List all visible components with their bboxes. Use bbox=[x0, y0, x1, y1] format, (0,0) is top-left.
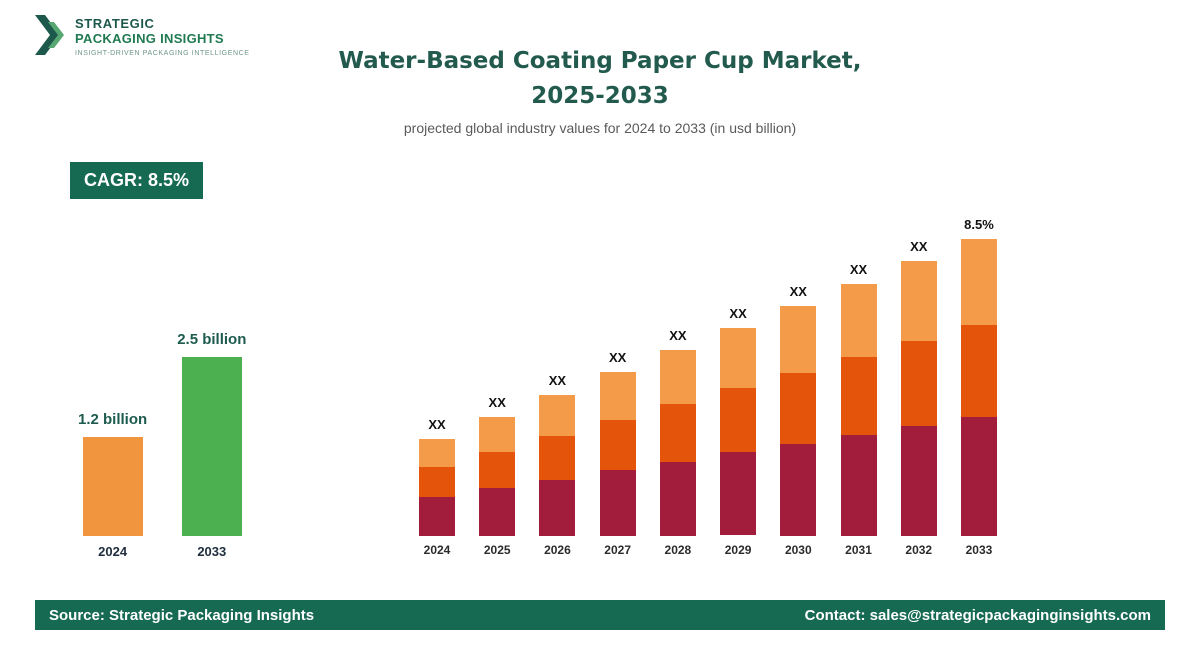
bar-stack-2030 bbox=[780, 306, 817, 536]
stacked-bar-2029: XX 2029 bbox=[720, 306, 757, 558]
bar-segment-middle-segment-2033 bbox=[960, 325, 997, 417]
footer-source: Source: Strategic Packaging Insights bbox=[49, 606, 315, 624]
stacked-bar-2026: XX 2026 bbox=[539, 373, 576, 558]
stacked-bar-2025: XX 2025 bbox=[479, 395, 516, 558]
stacked-bar-2024: XX 2024 bbox=[419, 417, 455, 558]
bar-segment-middle-segment-2031 bbox=[840, 357, 877, 435]
summary-year-label-2024: 2024 bbox=[98, 544, 128, 559]
bar-segment-top-segment-2032 bbox=[900, 261, 937, 341]
stacked-bar-2028: XX 2028 bbox=[659, 328, 696, 558]
bar-top-label-2028: XX bbox=[669, 328, 687, 343]
bar-segment-top-segment-2030 bbox=[780, 306, 817, 373]
bar-segment-bottom-segment-2033 bbox=[960, 417, 997, 536]
stacked-bar-2033: 8.5% 2033 bbox=[960, 217, 997, 558]
header: Water-Based Coating Paper Cup Market, 20… bbox=[280, 44, 920, 136]
bar-stack-2024 bbox=[419, 439, 455, 536]
bar-year-label-2030: 2030 bbox=[784, 543, 812, 557]
main-chart-bars: XX 2024 XX 2025 XX 2026 XX 2027 XX 2028 XX 2029 XX 20… bbox=[419, 196, 997, 558]
brand-logo: STRATEGIC PACKAGING INSIGHTS INSIGHT-DRI… bbox=[35, 14, 250, 61]
bar-segment-middle-segment-2030 bbox=[780, 373, 817, 444]
bar-segment-top-segment-2027 bbox=[599, 372, 636, 420]
bar-segment-top-segment-2029 bbox=[720, 328, 757, 388]
bar-segment-middle-segment-2026 bbox=[539, 436, 576, 480]
bar-year-label-2024: 2024 bbox=[423, 543, 451, 557]
bar-segment-bottom-segment-2025 bbox=[479, 488, 516, 536]
bar-segment-top-segment-2024 bbox=[419, 439, 455, 467]
bar-segment-middle-segment-2027 bbox=[599, 419, 636, 471]
bar-stack-2033 bbox=[960, 239, 997, 536]
bar-top-label-2027: XX bbox=[608, 350, 627, 365]
bar-year-label-2031: 2031 bbox=[845, 543, 872, 557]
footer-bar: Source: Strategic Packaging Insights Con… bbox=[35, 600, 1165, 630]
bar-year-label-2032: 2032 bbox=[905, 543, 933, 557]
bar-stack-2027 bbox=[599, 372, 636, 536]
bar-segment-top-segment-2033 bbox=[960, 239, 997, 325]
bar-year-label-2029: 2029 bbox=[724, 543, 752, 557]
summary-bar-2024: 1.2 billion 2024 bbox=[78, 411, 147, 560]
bar-stack-2025 bbox=[479, 417, 516, 536]
bar-segment-top-segment-2028 bbox=[659, 350, 696, 404]
bar-top-label-2033: 8.5% bbox=[964, 217, 994, 232]
stacked-bar-2032: XX 2032 bbox=[900, 239, 937, 558]
bar-segment-bottom-segment-2029 bbox=[720, 452, 757, 535]
bar-stack-2026 bbox=[539, 395, 576, 536]
bar-segment-bottom-segment-2027 bbox=[599, 470, 636, 536]
stacked-bar-2030: XX 2030 bbox=[780, 284, 817, 558]
summary-bar-rect-2024 bbox=[82, 437, 143, 536]
cagr-badge: CAGR: 8.5% bbox=[70, 162, 204, 199]
bar-segment-bottom-segment-2030 bbox=[780, 444, 817, 536]
bar-segment-middle-segment-2029 bbox=[720, 388, 757, 452]
bar-segment-middle-segment-2032 bbox=[900, 341, 937, 426]
stacked-bar-2027: XX 2027 bbox=[599, 350, 636, 558]
bar-top-label-2030: XX bbox=[789, 284, 807, 299]
bar-segment-bottom-segment-2032 bbox=[900, 426, 937, 536]
brand-name-line2: PACKAGING INSIGHTS bbox=[75, 30, 224, 46]
bar-year-label-2028: 2028 bbox=[664, 543, 692, 557]
footer-contact: Contact: sales@strategicpackaginginsight… bbox=[804, 606, 1151, 624]
brand-text: STRATEGIC PACKAGING INSIGHTS INSIGHT-DRI… bbox=[75, 16, 250, 58]
bar-top-label-2025: XX bbox=[488, 395, 506, 410]
brand-tagline: INSIGHT-DRIVEN PACKAGING INTELLIGENCE bbox=[75, 49, 250, 57]
page-subtitle: projected global industry values for 202… bbox=[403, 120, 797, 136]
bar-segment-middle-segment-2024 bbox=[419, 467, 455, 497]
bar-top-label-2031: XX bbox=[849, 262, 868, 277]
page-title-line2: 2025-2033 bbox=[531, 83, 669, 109]
double-chevron-right-icon bbox=[35, 14, 67, 61]
bar-top-label-2029: XX bbox=[729, 306, 747, 321]
bar-segment-bottom-segment-2024 bbox=[419, 497, 455, 536]
bar-segment-bottom-segment-2026 bbox=[539, 480, 576, 536]
bar-top-label-2024: XX bbox=[428, 417, 446, 432]
brand-name-line1: STRATEGIC bbox=[75, 16, 155, 32]
stacked-bar-2031: XX 2031 bbox=[840, 262, 877, 558]
summary-value-label-2024: 1.2 billion bbox=[78, 411, 148, 428]
page-title-line1: Water-Based Coating Paper Cup Market, bbox=[338, 48, 862, 74]
summary-bar-rect-2033 bbox=[181, 357, 242, 536]
bar-segment-top-segment-2025 bbox=[479, 417, 516, 452]
summary-value-label-2033: 2.5 billion bbox=[177, 331, 247, 348]
bar-year-label-2033: 2033 bbox=[965, 543, 993, 557]
summary-year-label-2033: 2033 bbox=[197, 544, 227, 559]
bar-stack-2032 bbox=[900, 261, 937, 536]
bar-segment-bottom-segment-2031 bbox=[840, 435, 877, 536]
summary-chart: 1.2 billion 2024 2.5 billion 2033 bbox=[78, 322, 246, 560]
bar-year-label-2026: 2026 bbox=[544, 543, 571, 557]
bar-segment-bottom-segment-2028 bbox=[659, 462, 696, 536]
bar-stack-2028 bbox=[659, 350, 696, 536]
bar-year-label-2025: 2025 bbox=[483, 543, 511, 557]
bar-stack-2029 bbox=[720, 328, 757, 536]
summary-bar-2033: 2.5 billion 2033 bbox=[177, 331, 246, 560]
bar-top-label-2026: XX bbox=[548, 373, 567, 388]
bar-segment-middle-segment-2028 bbox=[659, 404, 696, 462]
bar-top-label-2032: XX bbox=[910, 239, 928, 254]
bar-stack-2031 bbox=[840, 284, 877, 536]
bar-segment-middle-segment-2025 bbox=[479, 451, 516, 489]
bar-year-label-2027: 2027 bbox=[604, 543, 631, 557]
bar-segment-top-segment-2031 bbox=[840, 284, 877, 357]
bar-segment-top-segment-2026 bbox=[539, 395, 576, 436]
